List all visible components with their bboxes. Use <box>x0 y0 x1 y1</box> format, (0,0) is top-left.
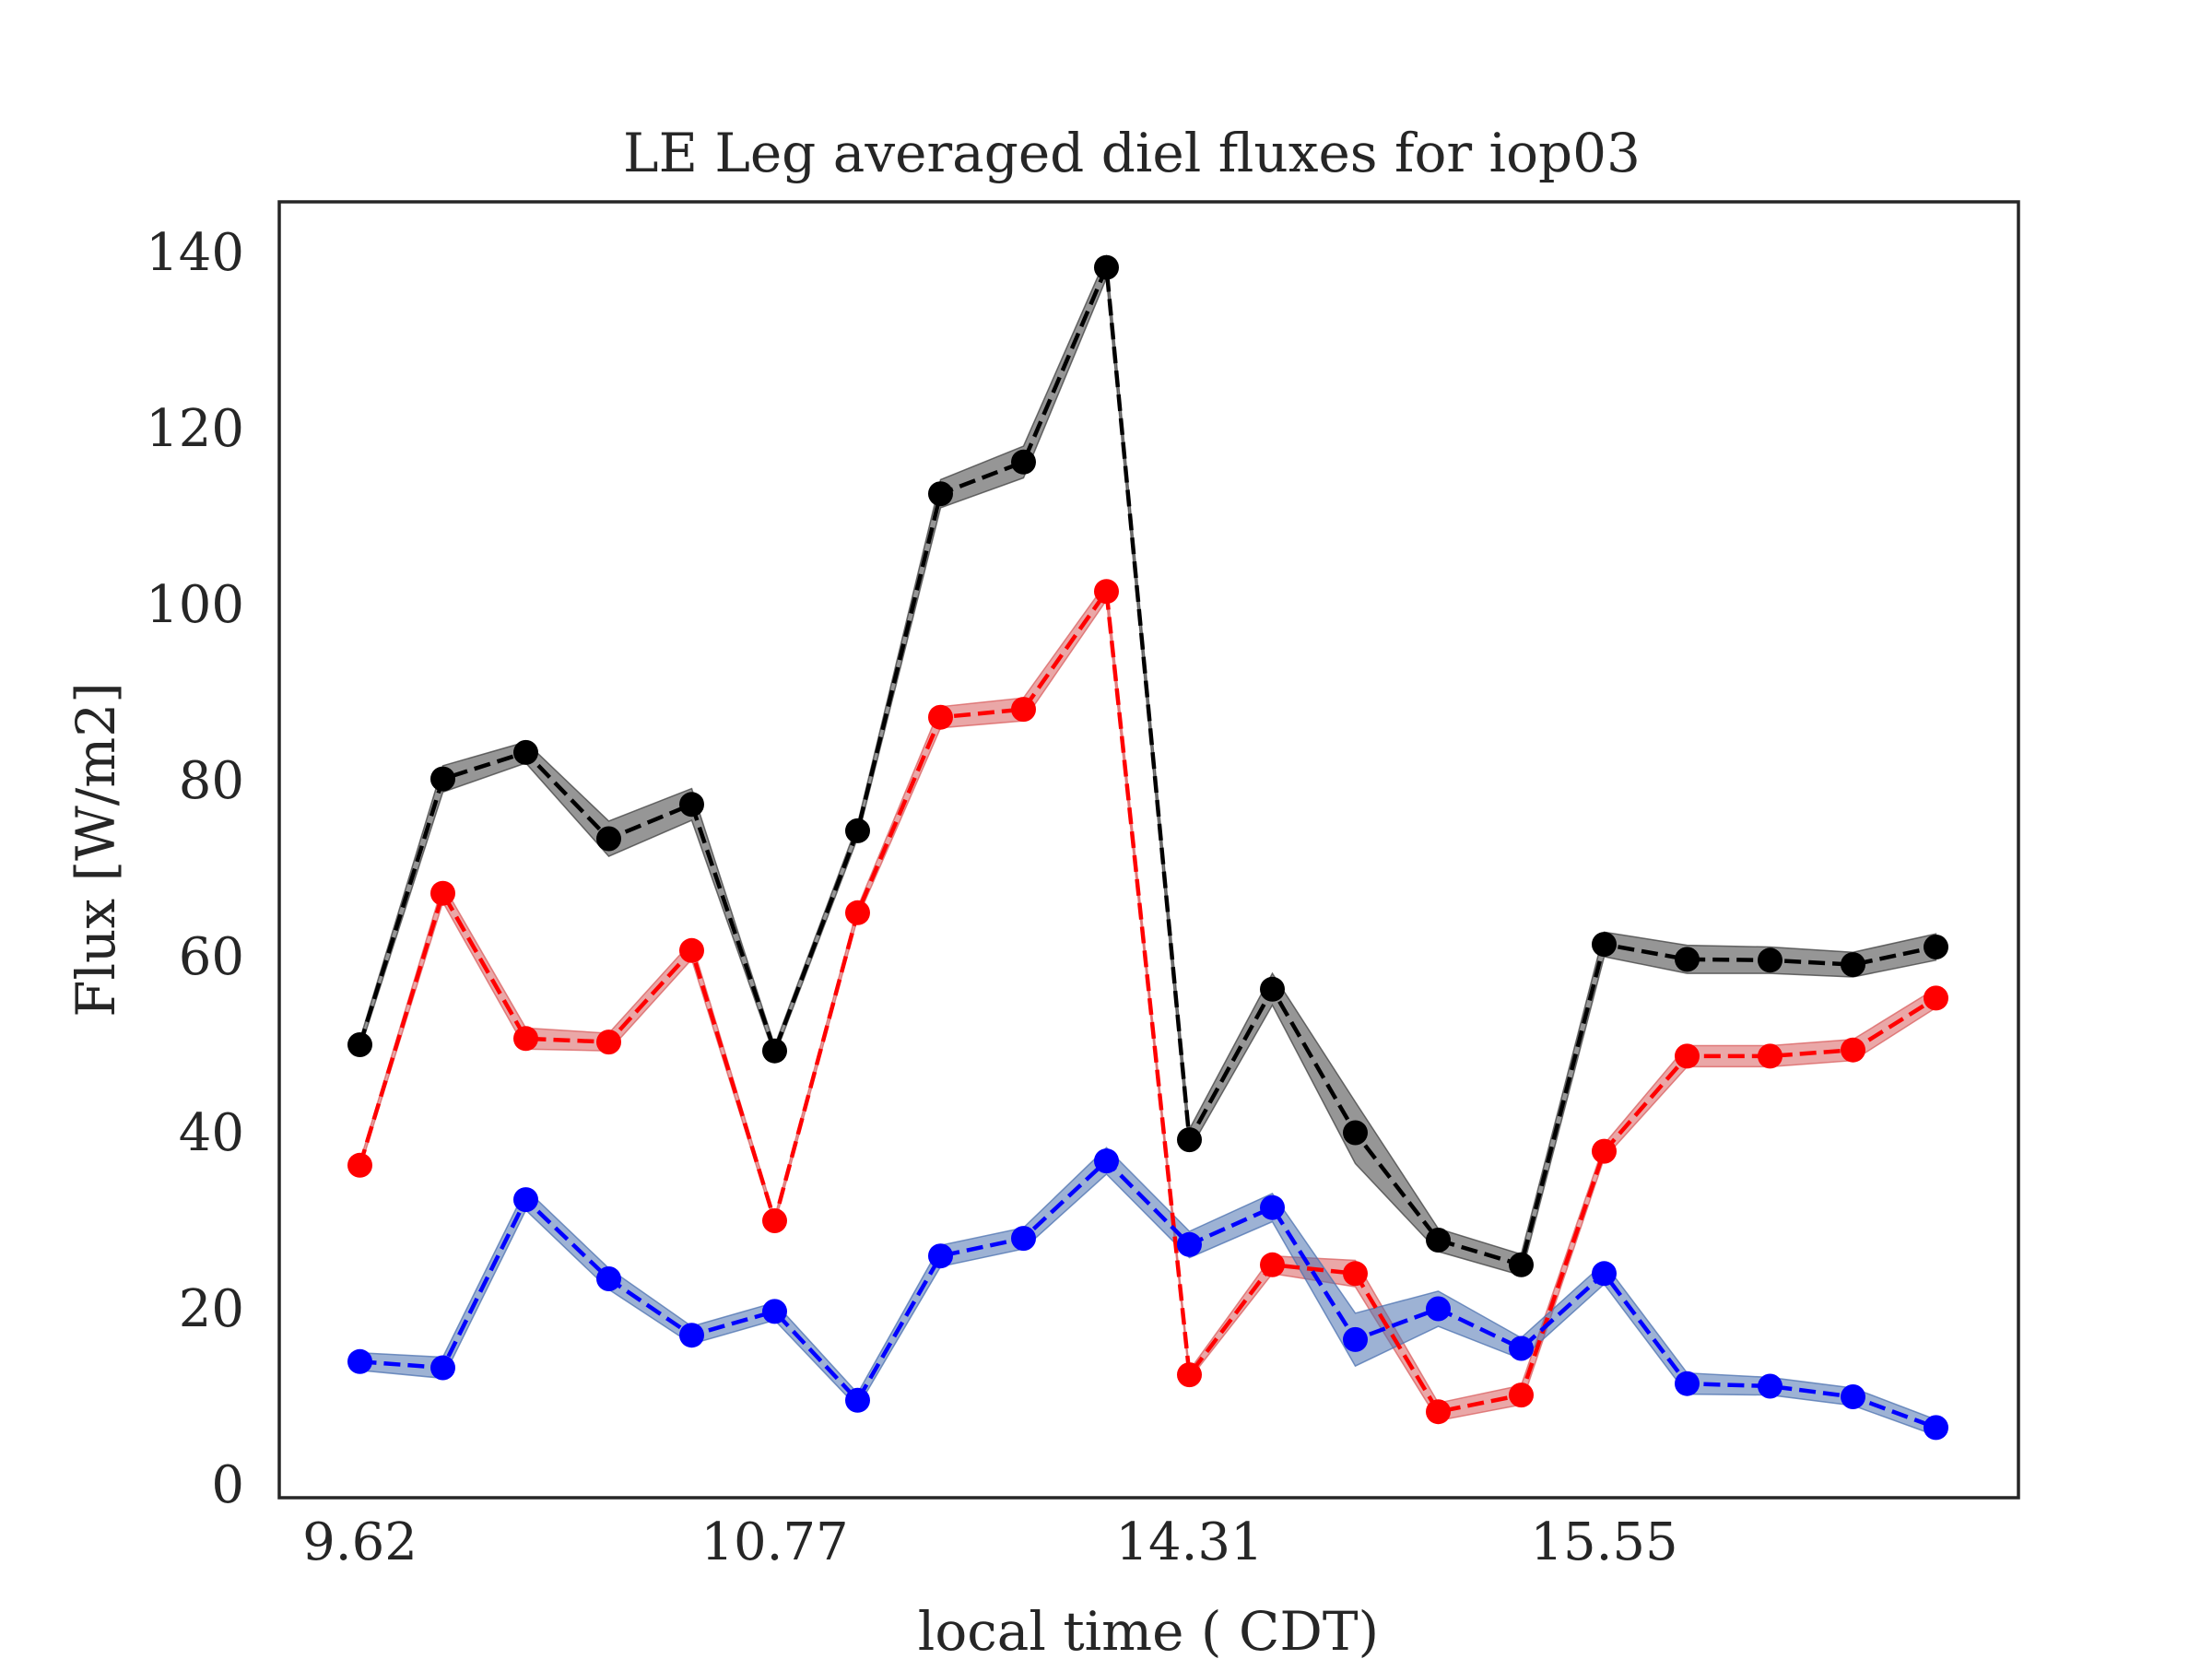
data-point <box>845 818 870 843</box>
chart-title: LE Leg averaged diel fluxes for iop03 <box>623 122 1641 184</box>
series-lines <box>358 265 1937 1430</box>
uncertainty-bands <box>359 253 1937 1437</box>
y-tick-label: 20 <box>179 1279 244 1339</box>
data-point <box>1758 1043 1783 1069</box>
data-point <box>928 1243 953 1269</box>
data-point <box>1343 1261 1368 1287</box>
data-point <box>596 1266 621 1291</box>
data-point <box>1509 1335 1534 1361</box>
data-point <box>1260 1194 1285 1220</box>
data-point <box>1260 1252 1285 1277</box>
x-tick-label: 14.31 <box>1115 1512 1263 1572</box>
data-point <box>1675 1371 1700 1396</box>
data-point <box>596 1030 621 1055</box>
data-point <box>928 481 953 507</box>
data-point <box>513 739 538 765</box>
data-point <box>1426 1399 1451 1425</box>
data-point <box>1094 1148 1119 1174</box>
series-line-2 <box>359 1159 1937 1430</box>
data-point <box>1426 1296 1451 1322</box>
data-point <box>1841 1037 1865 1063</box>
error-band-0 <box>359 253 1937 1277</box>
data-point <box>1924 935 1948 959</box>
data-point <box>1177 1231 1202 1257</box>
data-point <box>1260 976 1285 1002</box>
data-point <box>845 900 870 925</box>
y-tick-label: 140 <box>146 223 244 283</box>
data-point <box>347 1348 372 1374</box>
data-point <box>762 1038 787 1064</box>
y-tick-label: 100 <box>146 575 244 635</box>
data-point <box>762 1208 787 1233</box>
data-point <box>1758 947 1783 973</box>
data-point <box>762 1299 787 1324</box>
error-band-2 <box>359 1147 1937 1437</box>
data-point <box>1675 947 1700 972</box>
y-axis-label: Flux [W/m2] <box>65 682 127 1018</box>
data-point <box>1592 932 1617 958</box>
data-point <box>845 1387 870 1413</box>
data-point <box>513 1187 538 1213</box>
y-tick-label: 80 <box>179 751 244 811</box>
x-tick-label: 9.62 <box>302 1512 418 1572</box>
data-point <box>596 826 621 852</box>
data-point <box>1509 1252 1534 1277</box>
data-point <box>1011 449 1036 475</box>
x-tick-label: 15.55 <box>1530 1512 1677 1572</box>
data-point <box>1592 1138 1617 1164</box>
y-tick-label: 40 <box>179 1103 244 1163</box>
data-point <box>1177 1127 1202 1153</box>
data-point <box>347 1152 372 1178</box>
data-point <box>1509 1382 1534 1408</box>
data-point <box>1094 579 1119 605</box>
data-point <box>928 704 953 730</box>
data-point <box>430 1355 455 1381</box>
x-tick-label: 10.77 <box>700 1512 848 1572</box>
data-point <box>1758 1373 1783 1399</box>
data-point <box>1426 1228 1451 1253</box>
data-point <box>1011 697 1036 723</box>
series-line-0 <box>358 265 1936 1267</box>
data-point <box>1924 985 1948 1011</box>
data-point <box>1094 254 1119 280</box>
data-point <box>1343 1326 1368 1352</box>
data-point <box>1343 1120 1368 1146</box>
data-point <box>1841 1384 1865 1409</box>
data-point <box>1924 1415 1948 1441</box>
x-axis-label: local time ( CDT) <box>918 1600 1379 1659</box>
data-point <box>430 880 455 906</box>
data-point <box>679 937 704 963</box>
data-point <box>513 1026 538 1052</box>
y-axis-ticks: 0 20 40 60 80 100 120 140 <box>146 223 244 1515</box>
series-line-1 <box>358 589 1937 1414</box>
data-point <box>1592 1261 1617 1287</box>
data-point <box>347 1032 372 1057</box>
data-point <box>1675 1043 1700 1069</box>
data-point <box>679 1323 704 1348</box>
y-tick-label: 60 <box>179 927 244 987</box>
data-point <box>1177 1362 1202 1388</box>
data-point <box>430 766 455 792</box>
data-point <box>1841 952 1865 978</box>
y-tick-label: 120 <box>146 399 244 459</box>
y-tick-label: 0 <box>211 1455 244 1515</box>
data-point <box>1011 1226 1036 1252</box>
x-axis-ticks: 9.62 10.77 14.31 15.55 <box>302 1512 1678 1572</box>
data-point <box>679 792 704 818</box>
series-points <box>347 254 1948 1441</box>
plot-frame <box>277 200 2020 1500</box>
